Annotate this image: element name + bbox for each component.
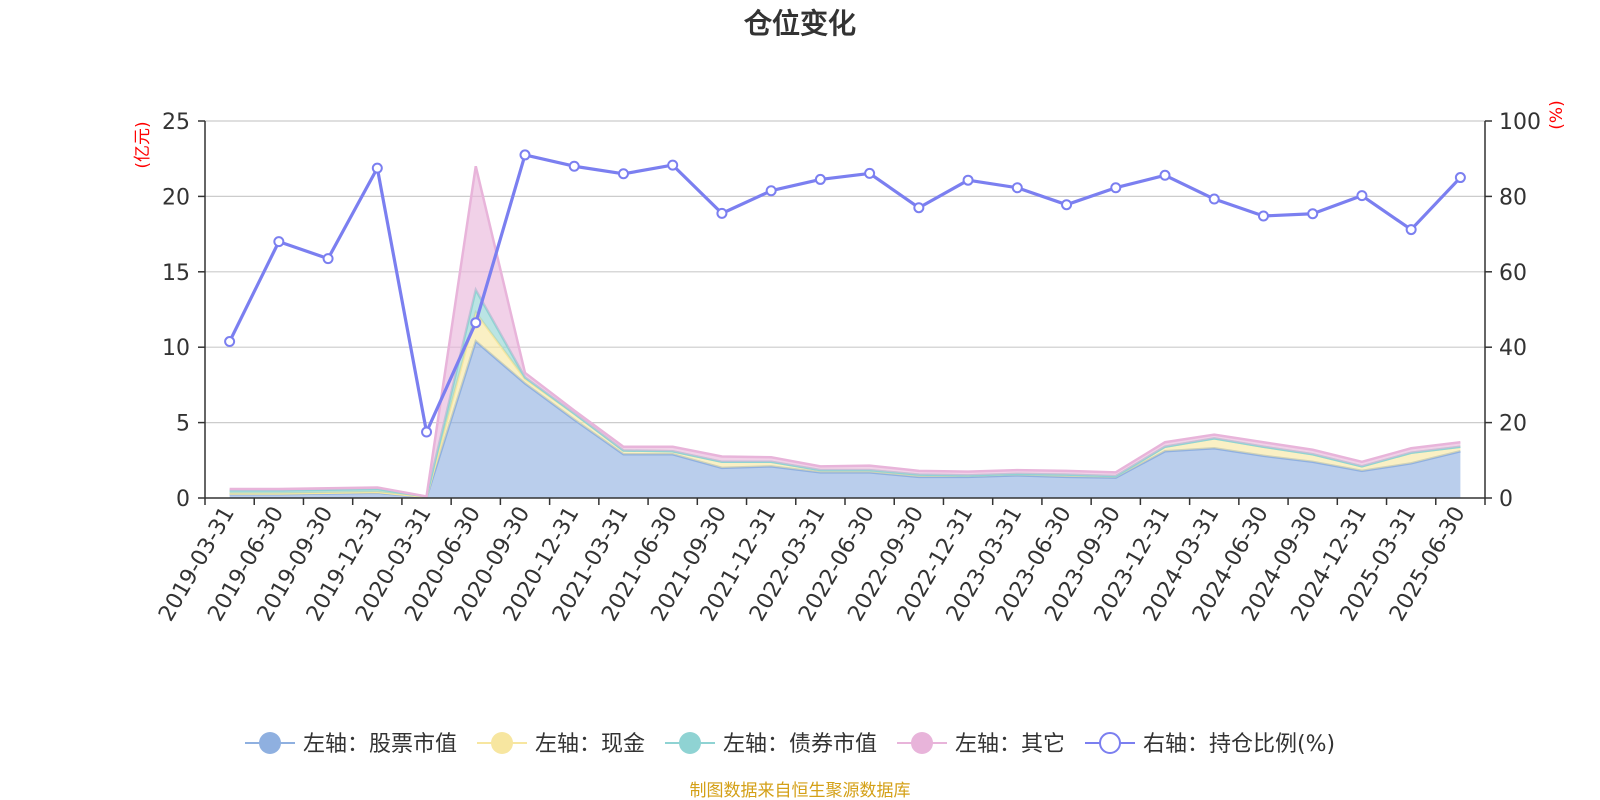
filled-circle-icon: [259, 732, 281, 754]
right-axis-tick-label: 100: [1499, 110, 1541, 135]
ratio-point[interactable]: [1061, 199, 1073, 211]
legend-label: 左轴：股票市值: [303, 732, 457, 757]
ratio-point[interactable]: [1356, 190, 1368, 202]
ratio-point[interactable]: [224, 336, 236, 348]
legend-item[interactable]: 左轴：现金: [477, 732, 645, 757]
ratio-point[interactable]: [1454, 172, 1466, 184]
ratio-point[interactable]: [1405, 224, 1417, 236]
right-axis-tick-label: 60: [1499, 261, 1527, 286]
ratio-point[interactable]: [421, 426, 433, 438]
right-axis-unit: (%): [1547, 100, 1567, 129]
legend-item[interactable]: 左轴：债券市值: [665, 732, 877, 757]
ratio-point[interactable]: [519, 149, 531, 161]
stacked-areas: [229, 165, 1461, 499]
hollow-circle-icon: [1099, 732, 1121, 754]
ratio-point[interactable]: [814, 173, 826, 185]
ratio-point[interactable]: [1208, 193, 1220, 205]
left-axis-tick-label: 25: [162, 110, 190, 135]
left-axis-tick-label: 0: [176, 487, 190, 512]
ratio-point[interactable]: [1307, 208, 1319, 220]
left-axis-tick-label: 10: [162, 336, 190, 361]
filled-circle-icon: [491, 732, 513, 754]
legend-item[interactable]: 右轴：持仓比例(%): [1085, 732, 1335, 757]
source-note: 制图数据来自恒生聚源数据库: [690, 781, 911, 800]
legend-label: 左轴：现金: [535, 732, 645, 757]
grid-lines: [205, 120, 1485, 424]
legend-label: 左轴：债券市值: [723, 732, 877, 757]
left-axis-unit: (亿元): [133, 121, 153, 168]
ratio-point[interactable]: [962, 174, 974, 186]
area-edge-左轴：其它: [229, 165, 1461, 498]
filled-circle-icon: [911, 732, 933, 754]
ratio-point[interactable]: [371, 162, 383, 174]
right-axis-tick-label: 20: [1499, 412, 1527, 437]
legend-item[interactable]: 左轴：其它: [897, 732, 1065, 757]
position-ratio-line: [224, 149, 1466, 438]
right-axis-tick-label: 80: [1499, 185, 1527, 210]
ratio-point[interactable]: [765, 185, 777, 197]
ratio-point[interactable]: [470, 317, 482, 329]
right-axis-tick-label: 0: [1499, 487, 1513, 512]
ratio-point[interactable]: [667, 159, 679, 171]
ratio-point[interactable]: [864, 167, 876, 179]
ratio-point[interactable]: [273, 236, 285, 248]
ratio-point[interactable]: [322, 253, 334, 265]
legend-label: 右轴：持仓比例(%): [1143, 732, 1335, 757]
ratio-point[interactable]: [1159, 169, 1171, 181]
left-axis-tick-label: 5: [176, 412, 190, 437]
ratio-point[interactable]: [1110, 182, 1122, 194]
ratio-point[interactable]: [716, 207, 728, 219]
ratio-line-path: [228, 153, 1462, 434]
left-axis-tick-label: 20: [162, 185, 190, 210]
ratio-point[interactable]: [617, 168, 629, 180]
ratio-point[interactable]: [913, 202, 925, 214]
legend-label: 左轴：其它: [955, 732, 1065, 757]
ratio-point[interactable]: [1011, 182, 1023, 194]
right-axis-tick-label: 40: [1499, 336, 1527, 361]
chart-title: 仓位变化: [744, 7, 856, 40]
axes: 05101520250204060801002019-03-312019-06-…: [154, 110, 1541, 626]
legend-item[interactable]: 左轴：股票市值: [245, 732, 457, 757]
filled-circle-icon: [679, 732, 701, 754]
ratio-point[interactable]: [1257, 210, 1269, 222]
legend[interactable]: 左轴：股票市值 左轴：现金 左轴：债券市值 左轴：其它 右轴：持仓比例(%): [245, 732, 1335, 757]
left-axis-tick-label: 15: [162, 261, 190, 286]
ratio-point[interactable]: [568, 160, 580, 172]
